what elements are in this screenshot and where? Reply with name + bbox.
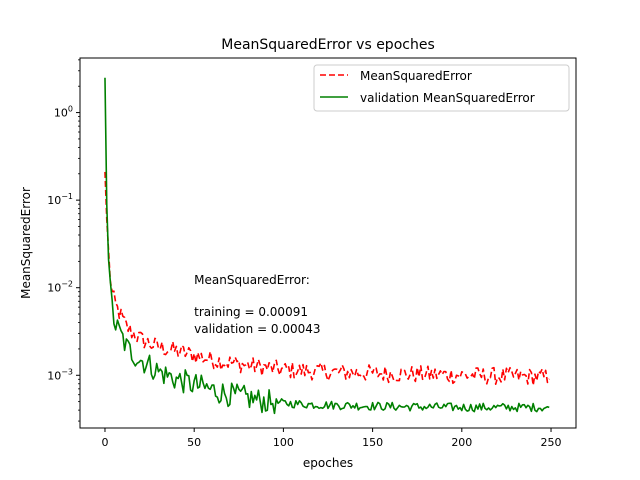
y-tick-label: 10−3 xyxy=(47,367,73,382)
x-tick-label: 0 xyxy=(101,436,108,449)
x-axis-label: epoches xyxy=(303,456,353,470)
legend-box xyxy=(313,64,570,112)
metrics-annotation: MeanSquaredError: training = 0.00091 val… xyxy=(194,273,320,336)
annotation-title: MeanSquaredError: xyxy=(194,273,310,287)
x-axis: 0 50 100 150 200 250 xyxy=(101,428,562,449)
y-axis-label: MeanSquaredError xyxy=(19,187,33,299)
x-tick-label: 50 xyxy=(187,436,201,449)
x-tick-label: 100 xyxy=(273,436,294,449)
x-tick-label: 200 xyxy=(451,436,472,449)
axes-frame xyxy=(79,57,577,429)
annotation-training: training = 0.00091 xyxy=(194,305,308,319)
y-tick-label: 10−2 xyxy=(47,280,73,295)
series-line-train xyxy=(104,171,550,386)
x-tick-label: 150 xyxy=(362,436,383,449)
chart-title: MeanSquaredError vs epoches xyxy=(221,37,434,53)
legend-label-train: MeanSquaredError xyxy=(360,69,472,83)
x-tick-label: 250 xyxy=(541,436,562,449)
y-tick-label: 100 xyxy=(54,105,73,120)
y-axis: 100 10−1 10−2 10−3 xyxy=(47,59,80,422)
annotation-validation: validation = 0.00043 xyxy=(194,322,320,336)
series-line-validation xyxy=(104,77,550,415)
legend-label-validation: validation MeanSquaredError xyxy=(360,91,535,105)
y-tick-label: 10−1 xyxy=(47,192,73,207)
legend: MeanSquaredError validation MeanSquaredE… xyxy=(313,64,570,112)
plot-area xyxy=(104,77,550,415)
